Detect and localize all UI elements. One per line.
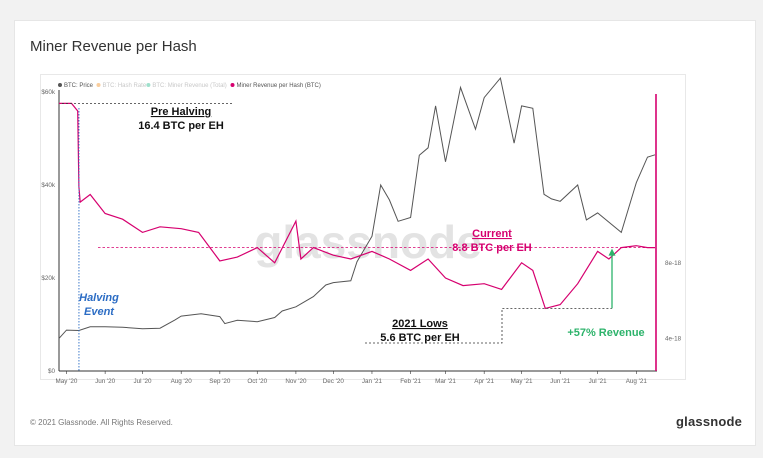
footer-logo: glassnode [676, 414, 743, 429]
legend-dot-3 [230, 83, 235, 87]
x-tick-label: Jul '20 [134, 378, 153, 385]
x-tick-label: Aug '21 [626, 378, 648, 385]
x-tick-label: Jun '20 [95, 378, 116, 385]
lows-ref-line [365, 307, 612, 344]
x-tick-label: Aug '20 [171, 378, 193, 385]
current-value: 8.8 BTC per EH [452, 242, 532, 254]
annotations: Halving Event Pre Halving 16.4 BTC per EH Cu… [62, 102, 655, 371]
legend-dot-2 [146, 83, 151, 87]
x-tick-label: Jan '21 [362, 378, 383, 385]
page-title: Miner Revenue per Hash [30, 38, 197, 55]
halving-label-1: Halving [79, 292, 119, 304]
plot-frame [40, 74, 686, 380]
y-tick-label: $60k [41, 89, 56, 96]
x-tick-label: Jul '21 [589, 378, 608, 385]
series-line-revenue-per-hash [59, 102, 655, 310]
series-layer [58, 76, 657, 371]
legend: BTC: Price BTC: Hash Rate BTC: Miner Reven… [58, 83, 321, 89]
footer-copyright: © 2021 Glassnode. All Rights Reserved. [30, 418, 173, 427]
x-tick-label: Jun '21 [550, 378, 571, 385]
x-tick-label: Nov '20 [285, 378, 307, 385]
lows-title: 2021 Lows [392, 318, 448, 330]
y-tick-label: $20k [41, 275, 56, 282]
legend-label-3: Miner Revenue per Hash (BTC) [237, 83, 321, 89]
halving-label-2: Event [84, 306, 115, 318]
lows-value: 5.6 BTC per EH [380, 332, 460, 344]
watermark-text: glassnode [254, 216, 482, 268]
y-right-tick-label: 4e-18 [665, 336, 682, 343]
x-tick-label: Apr '21 [474, 378, 494, 385]
axes: $0 $20k $40k $60k 4e-18 8e-18 May '20 Jun '20 Ju… [41, 89, 681, 385]
legend-label-1: BTC: Hash Rate [103, 83, 147, 89]
increase-arrow-head [608, 248, 616, 256]
increase-label: +57% Revenue [567, 327, 644, 339]
legend-label-2: BTC: Miner Revenue (Total) [152, 83, 226, 89]
y-right-tick-label: 8e-18 [665, 260, 682, 267]
legend-dot-1 [96, 83, 101, 87]
current-title: Current [472, 228, 512, 240]
x-tick-label: Oct '20 [247, 378, 267, 385]
x-tick-label: Sep '20 [209, 378, 231, 385]
pre-halving-value: 16.4 BTC per EH [138, 120, 224, 132]
x-tick-label: Dec '20 [323, 378, 345, 385]
y-tick-label: $40k [41, 182, 56, 189]
x-tick-label: May '20 [56, 378, 78, 385]
series-line-btc-price [58, 76, 656, 339]
x-tick-label: May '21 [511, 378, 533, 385]
x-tick-label: Mar '21 [435, 378, 456, 385]
x-tick-label: Feb '21 [400, 378, 421, 385]
legend-label-0: BTC: Price [64, 83, 94, 89]
legend-dot-0 [58, 83, 62, 87]
pre-halving-title: Pre Halving [151, 106, 212, 118]
y-tick-label: $0 [48, 368, 56, 375]
chart-card [14, 20, 756, 446]
